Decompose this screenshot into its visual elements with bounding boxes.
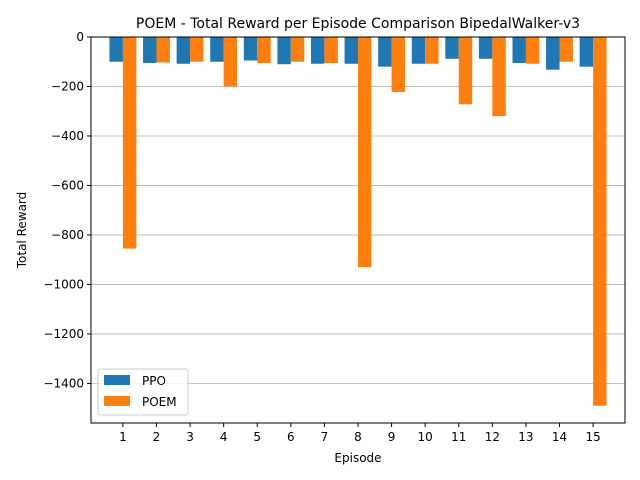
y-tick-label: 0 — [76, 30, 84, 44]
x-tick-label: 7 — [321, 430, 329, 444]
x-tick-label: 11 — [451, 430, 466, 444]
bar-ppo-episode-2 — [143, 37, 157, 63]
y-axis-label: Total Reward — [15, 192, 29, 270]
x-tick-label: 1 — [119, 430, 127, 444]
bar-poem-episode-14 — [559, 37, 573, 62]
y-tick-label: −1000 — [43, 277, 84, 291]
x-tick-label: 2 — [153, 430, 161, 444]
bar-poem-episode-5 — [257, 37, 271, 63]
chart-title: POEM - Total Reward per Episode Comparis… — [136, 16, 580, 32]
bars — [109, 37, 607, 406]
x-tick-label: 15 — [585, 430, 600, 444]
bar-poem-episode-4 — [223, 37, 238, 87]
legend-swatch-poem — [104, 396, 130, 406]
bar-ppo-episode-3 — [176, 37, 191, 64]
bar-ppo-episode-4 — [210, 37, 224, 62]
bar-poem-episode-13 — [525, 37, 540, 64]
bar-ppo-episode-9 — [378, 37, 392, 67]
x-tick-label: 3 — [186, 430, 194, 444]
y-tick-label: −200 — [51, 79, 84, 93]
bar-poem-episode-3 — [190, 37, 204, 62]
x-tick-label: 12 — [485, 430, 500, 444]
y-tick-label: −600 — [51, 178, 84, 192]
bar-ppo-episode-10 — [411, 37, 426, 64]
bar-poem-episode-11 — [458, 37, 473, 105]
bar-ppo-episode-15 — [579, 37, 594, 67]
y-tick-label: −1200 — [43, 327, 84, 341]
y-axis-ticks: 0 −200 −400 −600 −800 −1000 −1200 −1400 — [43, 30, 91, 390]
bar-poem-episode-10 — [425, 37, 439, 64]
x-tick-label: 5 — [253, 430, 261, 444]
bar-poem-episode-6 — [290, 37, 305, 62]
x-tick-label: 8 — [354, 430, 362, 444]
bar-poem-episode-8 — [358, 37, 372, 268]
y-tick-label: −400 — [51, 129, 84, 143]
bar-ppo-episode-12 — [478, 37, 493, 59]
bar-ppo-episode-14 — [546, 37, 560, 70]
bar-ppo-episode-8 — [344, 37, 358, 64]
legend-swatch-ppo — [104, 375, 130, 385]
bar-ppo-episode-11 — [445, 37, 459, 59]
x-tick-label: 9 — [388, 430, 396, 444]
x-tick-label: 10 — [418, 430, 433, 444]
bar-ppo-episode-7 — [310, 37, 325, 64]
bar-ppo-episode-5 — [243, 37, 258, 61]
bar-poem-episode-12 — [492, 37, 506, 117]
bar-poem-episode-1 — [122, 37, 137, 249]
legend-label-ppo: PPO — [142, 374, 166, 388]
bar-poem-episode-9 — [391, 37, 406, 92]
x-tick-label: 4 — [220, 430, 228, 444]
bar-ppo-episode-6 — [277, 37, 291, 65]
legend: PPO POEM — [97, 368, 189, 416]
y-tick-label: −800 — [51, 228, 84, 242]
x-axis-ticks: 1 2 3 4 5 6 7 8 9 10 11 12 13 14 15 — [119, 423, 601, 444]
bar-poem-episode-15 — [593, 37, 607, 406]
x-axis-label: Episode — [334, 451, 381, 465]
legend-label-poem: POEM — [142, 395, 177, 409]
y-tick-label: −1400 — [43, 376, 84, 390]
bar-poem-episode-7 — [324, 37, 338, 63]
x-tick-label: 13 — [518, 430, 533, 444]
bar-poem-episode-2 — [156, 37, 170, 63]
x-tick-label: 14 — [552, 430, 567, 444]
x-tick-label: 6 — [287, 430, 295, 444]
bar-ppo-episode-13 — [512, 37, 526, 63]
bar-ppo-episode-1 — [109, 37, 123, 62]
